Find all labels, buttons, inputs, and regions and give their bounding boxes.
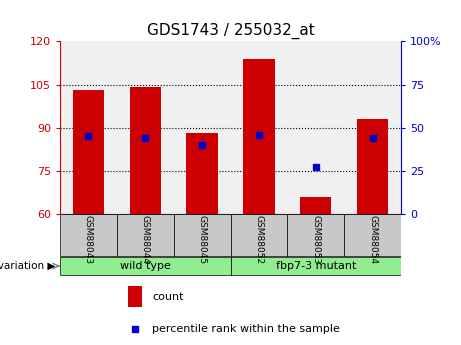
Text: GSM88044: GSM88044 [141, 215, 150, 264]
Bar [230, 214, 287, 256]
Bar [128, 286, 142, 307]
Bar [117, 214, 174, 256]
Bar [300, 197, 331, 214]
Text: fbp7-3 mutant: fbp7-3 mutant [276, 261, 356, 271]
Bar [186, 134, 218, 214]
Bar [230, 257, 401, 275]
Title: GDS1743 / 255032_at: GDS1743 / 255032_at [147, 22, 314, 39]
Text: genotype/variation ▶: genotype/variation ▶ [0, 261, 55, 271]
Text: GSM88054: GSM88054 [368, 215, 377, 264]
Bar [130, 87, 161, 214]
Bar [287, 214, 344, 256]
Text: GSM88043: GSM88043 [84, 215, 93, 264]
Bar [357, 119, 388, 214]
Text: GSM88053: GSM88053 [311, 215, 320, 264]
Bar [344, 214, 401, 256]
Bar [174, 214, 230, 256]
Bar [243, 59, 275, 214]
Bar [60, 214, 117, 256]
Text: wild type: wild type [120, 261, 171, 271]
Text: GSM88052: GSM88052 [254, 215, 263, 264]
Bar [60, 257, 230, 275]
Text: percentile rank within the sample: percentile rank within the sample [152, 324, 340, 334]
Bar [73, 90, 104, 214]
Text: count: count [152, 292, 183, 302]
Text: GSM88045: GSM88045 [198, 215, 207, 264]
